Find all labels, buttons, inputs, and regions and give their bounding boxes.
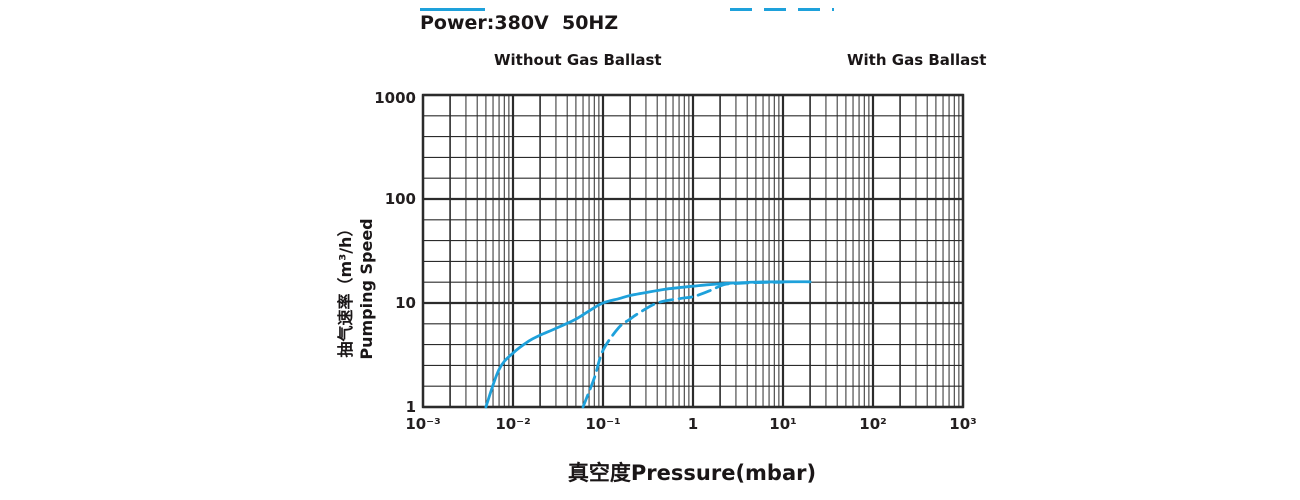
- x-gridlines: [421, 95, 965, 407]
- solid-line-swatch: [420, 8, 485, 11]
- y-axis-label: 抽气速率（m³/h） Pumping Speed: [335, 218, 377, 359]
- x-tick-label: 10³: [949, 415, 976, 433]
- x-tick-label: 10⁻³: [405, 415, 440, 433]
- x-tick-label: 1: [688, 415, 698, 433]
- legend: Without Gas Ballast With Gas Ballast: [0, 0, 1300, 80]
- x-tick-label: 10⁻¹: [585, 415, 620, 433]
- legend-label-without-gas-ballast: Without Gas Ballast: [494, 51, 662, 69]
- x-tick-labels: 10⁻³ 10⁻² 10⁻¹ 1 10¹ 10² 10³: [405, 415, 976, 433]
- dashed-curve: [581, 280, 785, 409]
- series-with-gas-ballast: [581, 280, 785, 409]
- y-tick-label: 10: [395, 294, 416, 312]
- y-tick-label: 1000: [374, 89, 416, 107]
- x-axis-label: 真空度Pressure(mbar): [567, 461, 817, 485]
- y-axis-label-en: Pumping Speed: [357, 218, 376, 360]
- legend-label-with-gas-ballast: With Gas Ballast: [847, 51, 987, 69]
- x-tick-label: 10⁻²: [495, 415, 530, 433]
- dashed-line-swatch: [730, 8, 834, 11]
- y-tick-label: 1: [406, 398, 416, 416]
- x-tick-label: 10²: [859, 415, 886, 433]
- plot-border: [421, 93, 965, 409]
- x-tick-label: 10¹: [769, 415, 796, 433]
- chart-title: Power:380V 50HZ: [420, 12, 619, 34]
- y-tick-label: 100: [385, 190, 416, 208]
- y-axis-label-cn: 抽气速率（m³/h）: [336, 220, 355, 358]
- y-tick-labels: 1000 100 10 1: [374, 89, 416, 416]
